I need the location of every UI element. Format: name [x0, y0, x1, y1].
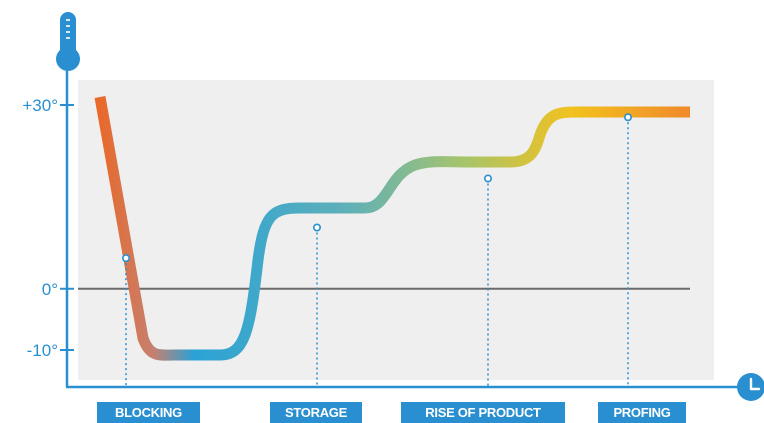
stage-marker-point: [623, 113, 632, 122]
stage-label-badge: [401, 402, 565, 423]
thermometer-icon: [56, 12, 80, 71]
stage-marker-point: [312, 223, 321, 232]
stage-label: STORAGE: [285, 405, 348, 420]
stage-label: BLOCKING: [115, 405, 182, 420]
stage-marker-point: [483, 174, 492, 183]
y-tick-label: -10°: [27, 341, 58, 360]
temperature-curve: [94, 96, 690, 361]
stage-label: PROFING: [613, 405, 670, 420]
clock-icon: [737, 373, 764, 401]
plot-area: [78, 80, 714, 380]
stage-label-badge: [270, 402, 362, 423]
stage-label-badge: [97, 402, 200, 423]
y-tick-label: 0°: [42, 280, 58, 299]
stage-label-badge: [598, 402, 686, 423]
stage-marker-point: [122, 254, 131, 263]
y-tick-label: +30°: [22, 96, 58, 115]
stage-label: RISE OF PRODUCT: [425, 405, 541, 420]
